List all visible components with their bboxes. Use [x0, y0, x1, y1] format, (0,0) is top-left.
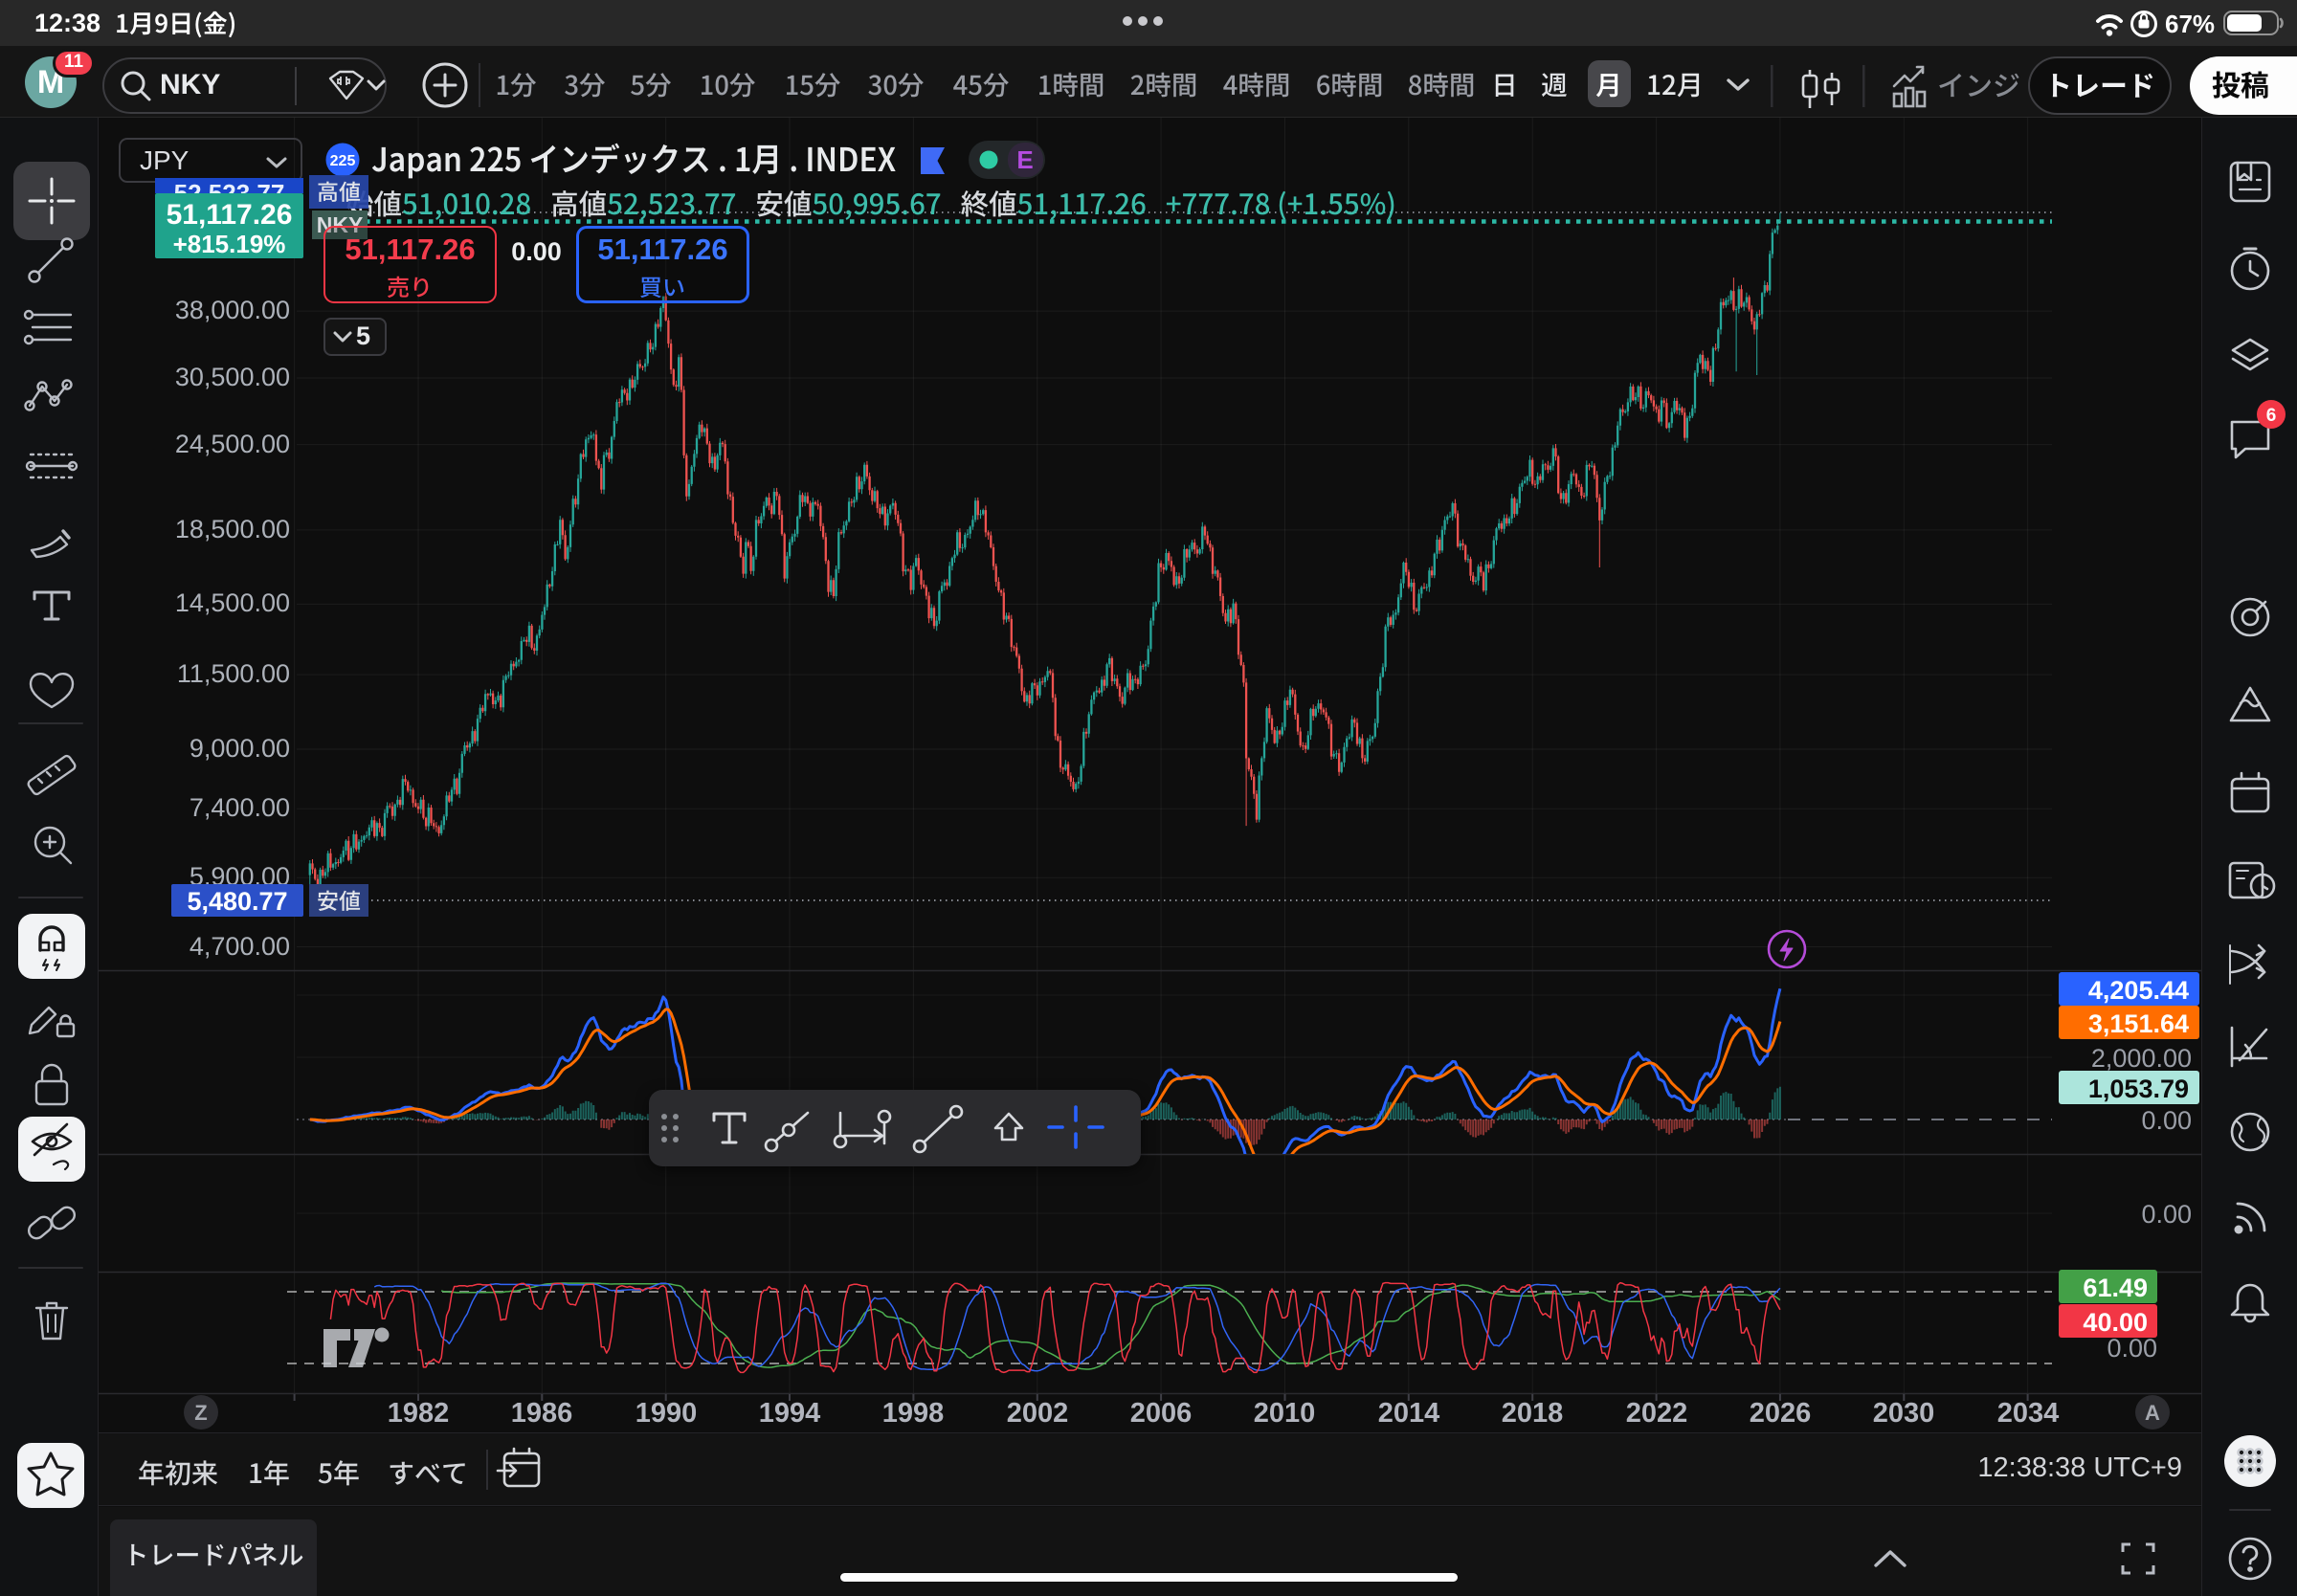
svg-text:225: 225	[330, 153, 356, 169]
svg-text:6: 6	[2266, 406, 2277, 426]
svg-text:E: E	[1016, 145, 1033, 174]
